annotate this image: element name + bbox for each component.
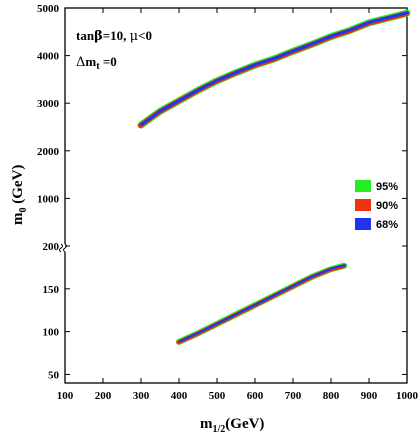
legend-swatch-95pct: [355, 180, 371, 192]
band-upper-95pct: [137, 9, 411, 129]
legend-swatch-68pct: [355, 218, 371, 230]
ticks-layer: 100 200 300 400 500 600 700 800 900 1000 50 100 150 2…: [37, 3, 419, 402]
axis-break: [57, 243, 73, 253]
y-tick-label: 200: [43, 241, 60, 253]
y-tick-label: 5000: [37, 3, 60, 15]
x-tick-label: 900: [361, 390, 378, 402]
x-tick-label: 800: [323, 390, 340, 402]
y-tick-label: 100: [43, 327, 60, 339]
legend-label-90pct: 90%: [376, 200, 398, 212]
y-tick-label: 3000: [37, 98, 60, 110]
x-tick-label: 1000: [396, 390, 419, 402]
x-axis-title: m1/2(GeV): [200, 416, 264, 435]
x-tick-label: 100: [57, 390, 74, 402]
y-tick-label: 4000: [37, 51, 60, 63]
y-tick-label: 50: [48, 369, 60, 381]
band-upper-68pct: [140, 11, 410, 127]
x-tick-label: 600: [247, 390, 264, 402]
x-tick-label: 400: [171, 390, 188, 402]
bands-layer: [137, 9, 411, 345]
legend-label-95pct: 95%: [376, 181, 398, 193]
x-tick-label: 200: [95, 390, 112, 402]
annotation-delta-mt: Δmt =0: [76, 54, 117, 72]
y-axis-title: m0 (GeV): [10, 165, 29, 225]
x-tick-label: 500: [209, 390, 226, 402]
x-tick-label: 300: [133, 390, 150, 402]
y-tick-label: 2000: [37, 146, 60, 158]
y-tick-label: 1000: [37, 193, 60, 205]
legend: 95% 90% 68%: [355, 180, 398, 231]
y-tick-label: 150: [43, 284, 60, 296]
legend-label-68pct: 68%: [376, 219, 398, 231]
plot-frame: [64, 7, 408, 384]
band-upper-90pct: [137, 11, 409, 129]
x-tick-label: 700: [285, 390, 302, 402]
band-lower-68pct: [178, 264, 346, 343]
legend-swatch-90pct: [355, 199, 371, 211]
annotation-tanbeta: tanβ=10, μ<0: [76, 28, 152, 44]
